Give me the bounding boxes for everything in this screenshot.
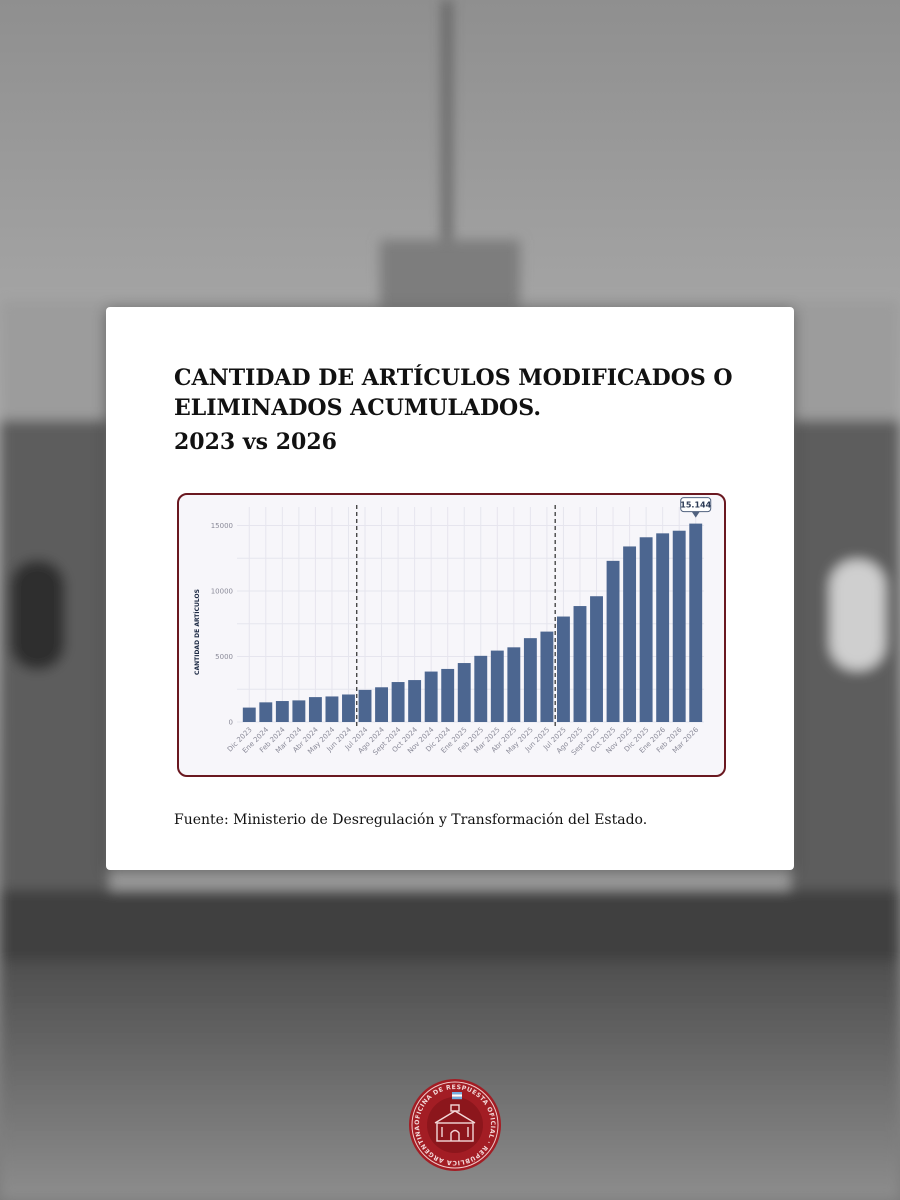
- bar: [490, 650, 504, 722]
- bar: [556, 616, 570, 722]
- value-callout-arrow: [691, 511, 700, 518]
- bar: [689, 523, 703, 722]
- bar: [308, 697, 322, 722]
- value-callout-box: [680, 497, 712, 513]
- bar: [623, 546, 637, 722]
- bar: [391, 682, 405, 722]
- y-tick-label: 5000: [215, 653, 233, 661]
- y-tick-label: 15000: [211, 522, 233, 530]
- bar: [573, 606, 587, 722]
- y-tick-label: 10000: [211, 587, 233, 595]
- bar: [639, 537, 653, 722]
- chart-title: CANTIDAD DE ARTÍCULOS MODIFICADOS O ELIM…: [174, 365, 733, 421]
- chart-frame: 0 5000 10000 15000 Dic 2023 Ene 2024 Feb 2024…: [177, 493, 726, 777]
- reference-lines: [356, 505, 556, 726]
- bar: [292, 700, 306, 722]
- chart-subtitle: 2023 vs 2026: [174, 429, 337, 455]
- bar: [325, 696, 339, 722]
- bar: [590, 596, 603, 722]
- y-axis-ticks: 0 5000 10000 15000: [211, 522, 233, 727]
- bar: [342, 694, 355, 722]
- chart-card: CANTIDAD DE ARTÍCULOS MODIFICADOS O ELIM…: [106, 307, 794, 870]
- value-callout: 15.144: [680, 497, 712, 518]
- bar: [507, 647, 521, 722]
- bar: [242, 707, 256, 722]
- bar: [540, 631, 554, 722]
- source-note: Fuente: Ministerio de Desregulación y Tr…: [174, 812, 648, 828]
- bar: [259, 702, 273, 722]
- bar: [672, 530, 686, 722]
- value-callout-label: 15.144: [680, 501, 711, 510]
- official-seal-logo: OFICINA DE RESPUESTA OFICIAL · REPÚBLICA…: [409, 1079, 501, 1171]
- bar: [457, 663, 471, 722]
- seal-building-icon: [434, 1104, 476, 1142]
- bar: [275, 701, 289, 722]
- y-tick-label: 0: [229, 719, 233, 727]
- bar: [606, 560, 620, 722]
- bar: [424, 671, 438, 722]
- seal-inner-disc: [427, 1097, 483, 1153]
- bar: [408, 680, 422, 722]
- argentina-flag-icon: [452, 1092, 462, 1100]
- bar: [656, 533, 670, 722]
- bar: [441, 668, 455, 722]
- bar: [358, 689, 372, 722]
- bars: [242, 523, 703, 722]
- bar: [523, 638, 537, 722]
- bar: [375, 687, 389, 722]
- bar: [474, 655, 488, 722]
- y-axis-label: CANTIDAD DE ARTÍCULOS: [193, 589, 201, 675]
